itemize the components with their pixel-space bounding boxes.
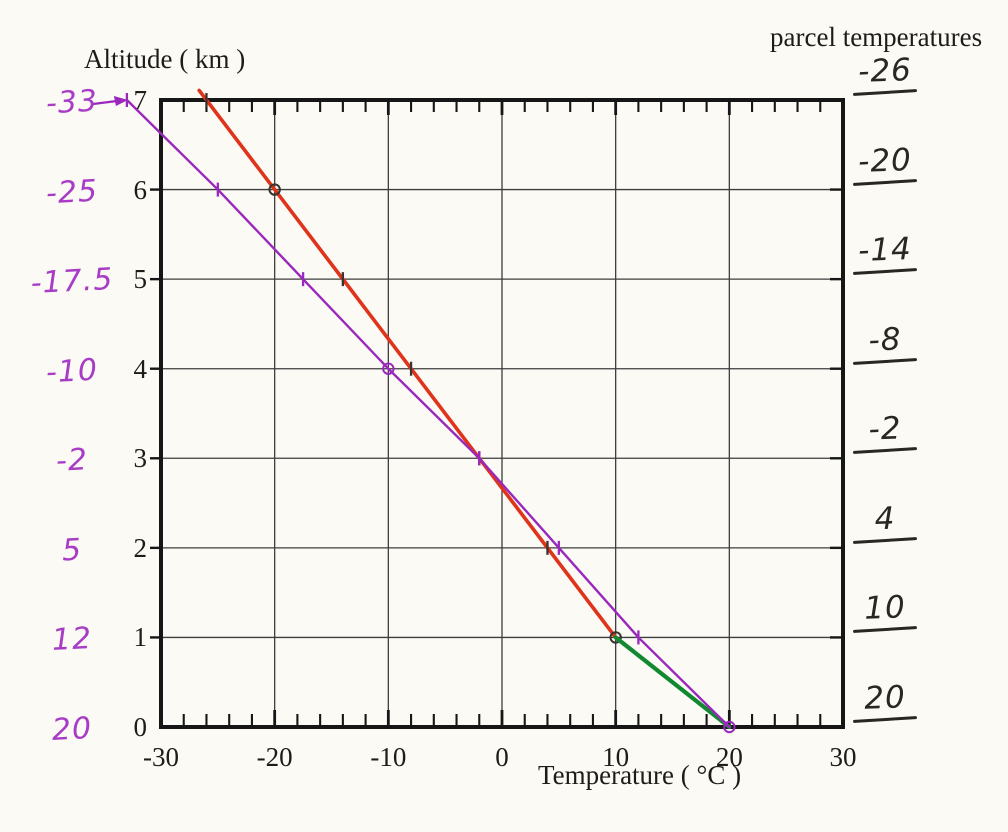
handwritten-env-temp-6km: -25 bbox=[45, 173, 99, 211]
y-tick-label: 7 bbox=[133, 85, 148, 115]
y-axis-title: Altitude ( km ) bbox=[84, 44, 246, 74]
x-tick-label: -10 bbox=[370, 742, 407, 772]
handwritten-env-temp-7km: -33 bbox=[45, 83, 99, 122]
handwritten-parcel-temp-3km: -2 bbox=[845, 410, 925, 455]
handwritten-parcel-temp-value: 10 bbox=[863, 589, 907, 628]
red-sounding-line-circle-marker bbox=[609, 631, 622, 644]
handwritten-parcel-temp-4km: -8 bbox=[845, 321, 925, 365]
handwritten-parcel-temp-value: -20 bbox=[857, 141, 913, 180]
handwritten-env-temp-5km: -17.5 bbox=[29, 262, 115, 302]
handwritten-parcel-temp-0km: 20 bbox=[845, 679, 925, 723]
purple-parcel-line-circle-marker bbox=[382, 362, 395, 375]
handwritten-parcel-temp-2km: 4 bbox=[845, 500, 925, 544]
y-tick-label: 4 bbox=[133, 353, 148, 384]
x-tick-label: 0 bbox=[495, 742, 509, 772]
plot-frame bbox=[159, 98, 845, 729]
handwritten-parcel-temp-value: -14 bbox=[857, 231, 913, 270]
handwritten-env-temp-1km: 12 bbox=[51, 621, 93, 659]
red-sounding-line bbox=[197, 88, 618, 640]
y-tick-label: 1 bbox=[133, 622, 148, 653]
annotation-arrow-head bbox=[113, 96, 128, 106]
x-tick-label: -20 bbox=[256, 742, 293, 772]
x-tick-label: 30 bbox=[829, 742, 857, 772]
handwritten-env-temp-3km: -2 bbox=[55, 442, 89, 480]
purple-parcel-line-circle-marker bbox=[723, 720, 736, 734]
handwritten-env-temp-2km: 5 bbox=[61, 532, 83, 569]
handwritten-parcel-temp-7km: -26 bbox=[845, 52, 925, 96]
y-tick-label: 5 bbox=[133, 264, 148, 295]
y-tick-label: 0 bbox=[133, 712, 148, 742]
y-tick-label: 3 bbox=[133, 443, 148, 474]
green-parcel-segment bbox=[613, 635, 732, 730]
handwritten-env-temp-4km: -10 bbox=[45, 352, 99, 391]
handwritten-parcel-temp-value: 20 bbox=[863, 679, 907, 717]
purple-parcel-line bbox=[125, 98, 731, 729]
red-sounding-line-circle-marker bbox=[268, 183, 281, 196]
handwritten-parcel-temp-5km: -14 bbox=[845, 231, 925, 276]
y-tick-label: 6 bbox=[133, 174, 148, 205]
handwritten-parcel-temp-6km: -20 bbox=[845, 141, 925, 186]
x-axis-title: Temperature ( °C ) bbox=[538, 760, 742, 790]
handwritten-parcel-temp-1km: 10 bbox=[845, 589, 925, 634]
parcel-temperatures-header: parcel temperatures bbox=[770, 22, 983, 52]
handwritten-parcel-temp-value: 4 bbox=[874, 500, 896, 538]
handwritten-env-temp-0km: 20 bbox=[51, 710, 93, 749]
handwritten-parcel-temp-value: -2 bbox=[867, 410, 903, 448]
x-tick-label: 10 bbox=[602, 742, 630, 772]
y-tick-label: 2 bbox=[133, 532, 148, 563]
handwritten-parcel-temp-value: -26 bbox=[857, 52, 913, 90]
x-tick-label: -30 bbox=[143, 742, 179, 772]
x-tick-label: 20 bbox=[715, 742, 743, 772]
handwritten-parcel-temp-value: -8 bbox=[867, 321, 903, 359]
